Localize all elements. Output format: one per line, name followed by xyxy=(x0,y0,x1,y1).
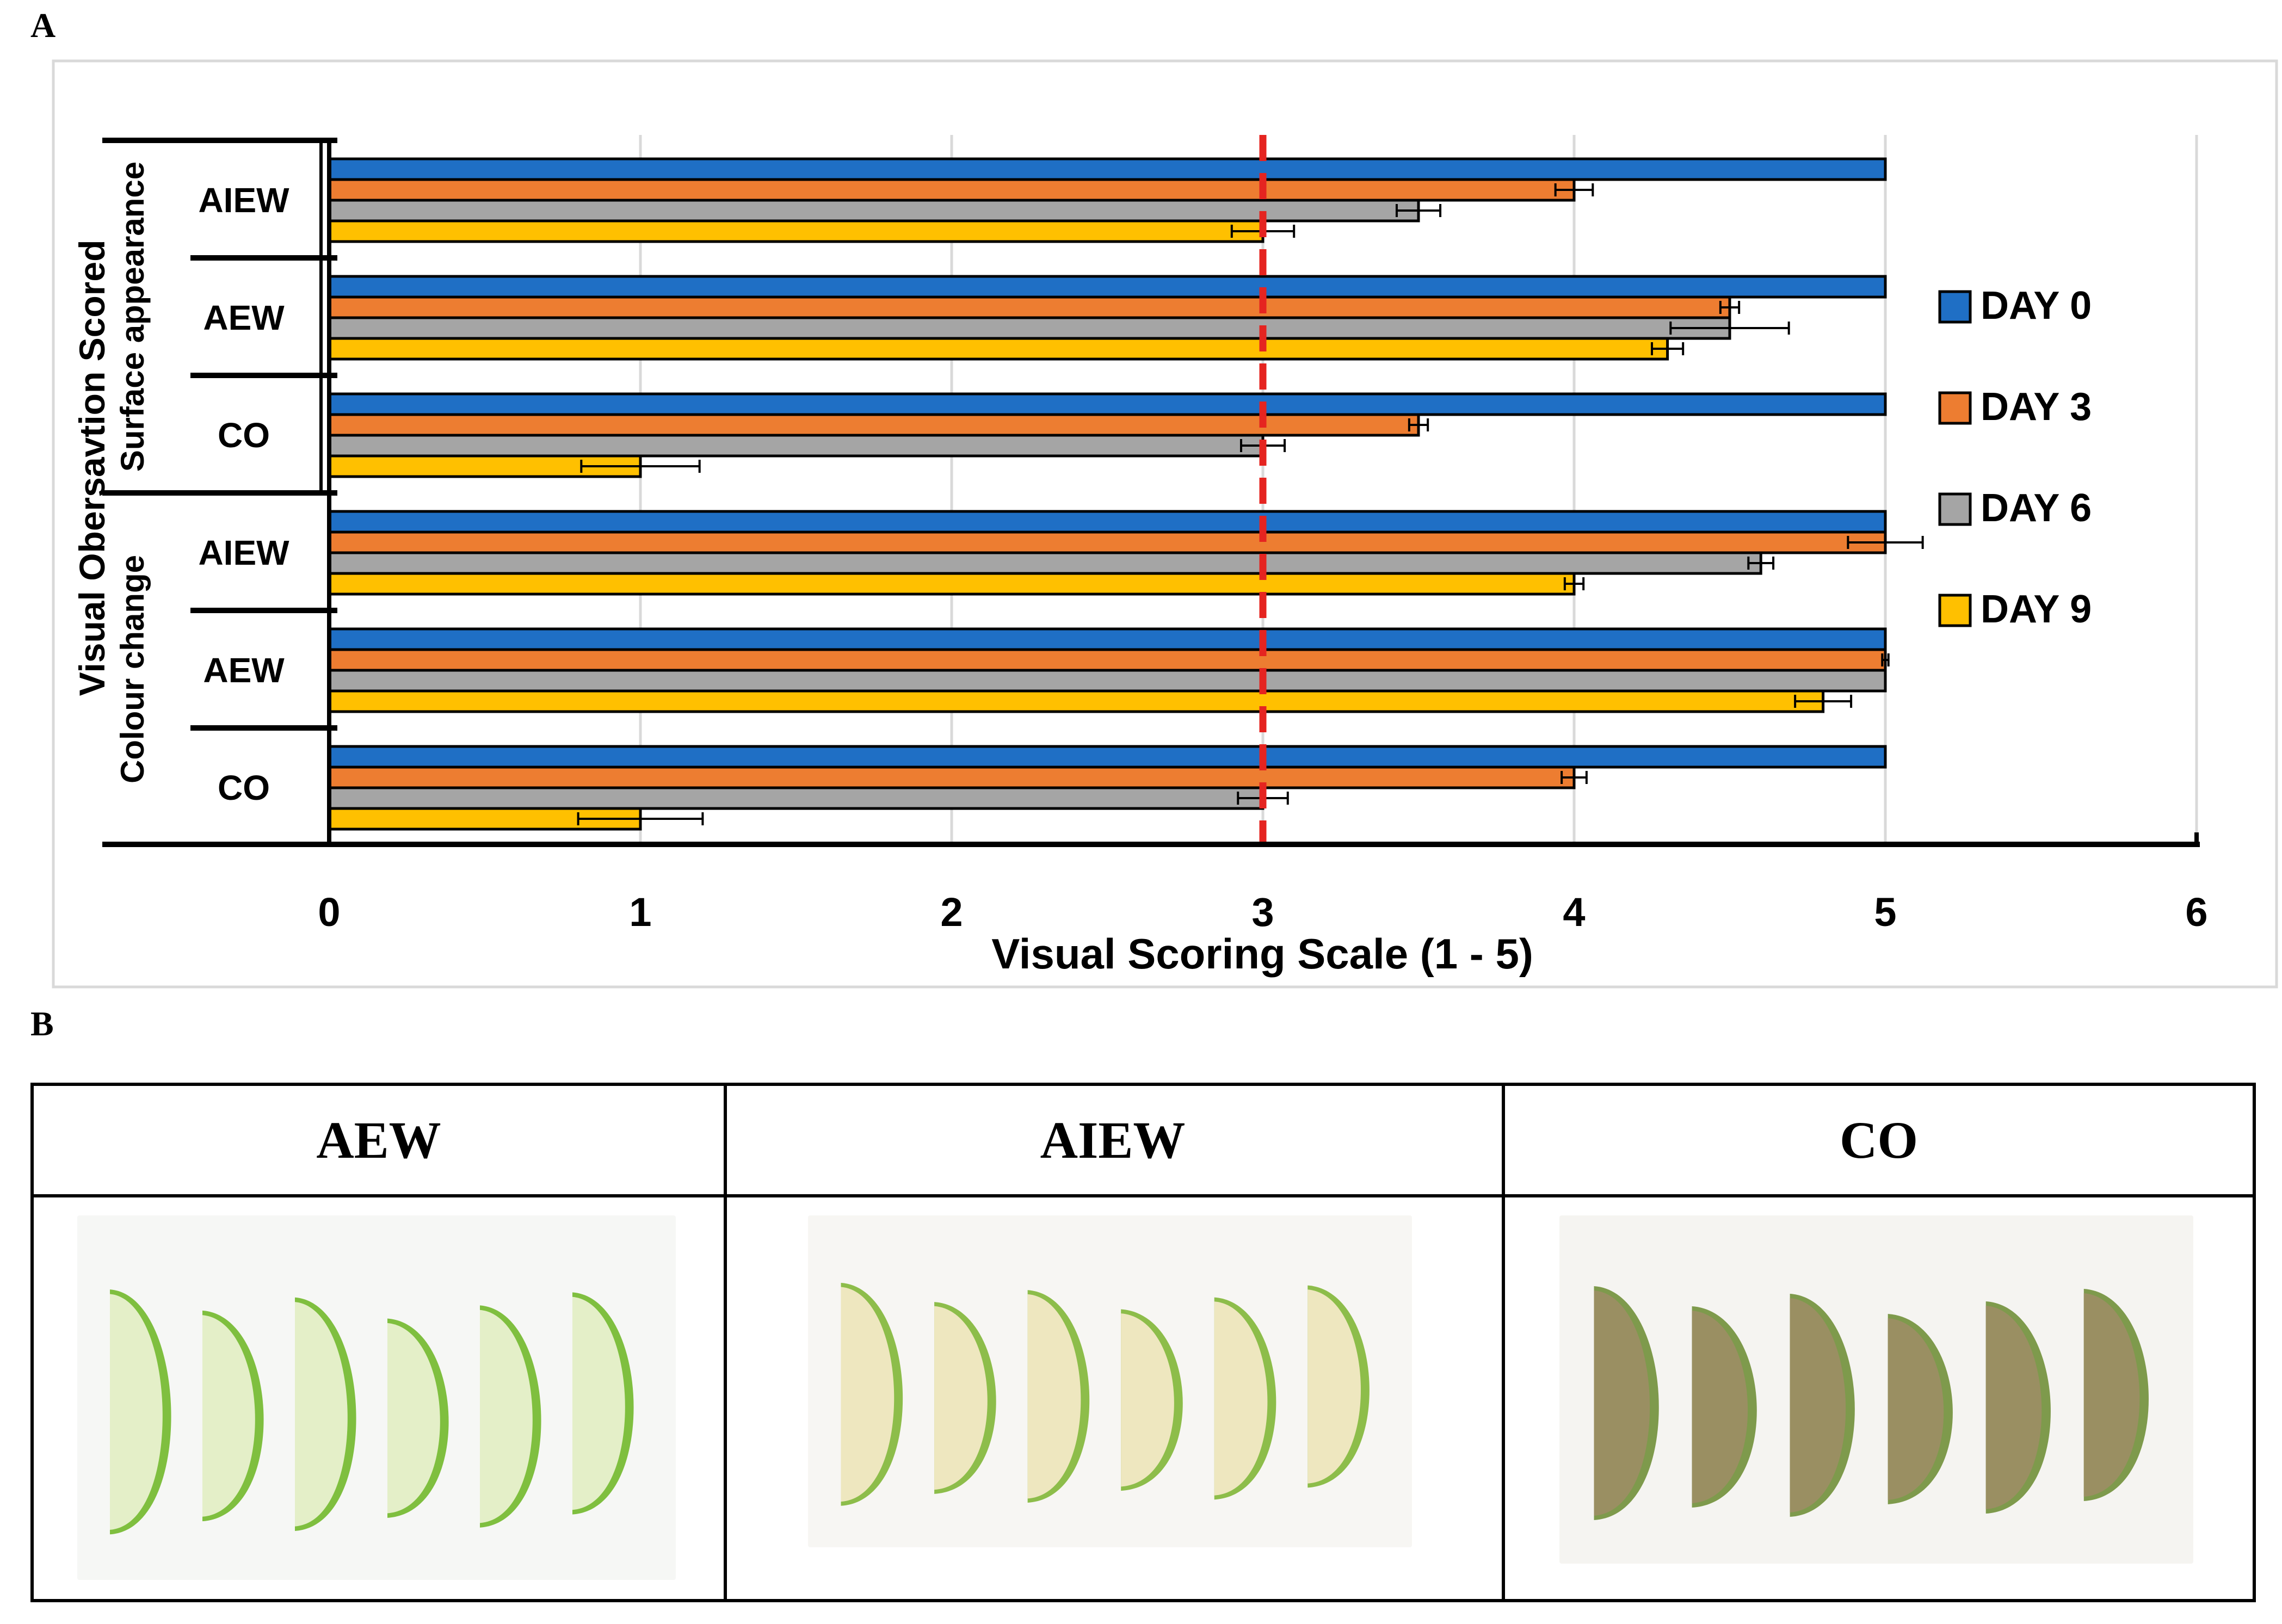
legend-label-day-0: DAY 0 xyxy=(1981,284,2092,328)
bar-day-0-aew xyxy=(328,627,1887,651)
bar-day-6-co xyxy=(328,434,1265,458)
bar-day-9-aew xyxy=(328,337,1669,361)
apple-slice-flesh xyxy=(1214,1301,1268,1496)
apple-slice-flesh xyxy=(202,1315,255,1517)
apple-slice-flesh xyxy=(1307,1289,1361,1484)
category-label: AIEW xyxy=(198,181,289,220)
x-tick-label: 1 xyxy=(629,890,651,935)
apple-slice-flesh xyxy=(2083,1293,2140,1497)
bar-day-6-aiew xyxy=(328,551,1762,575)
bar-day-6-aew xyxy=(328,669,1887,693)
legend-swatch-day-3 xyxy=(1938,391,1972,425)
bar-day-0-co xyxy=(328,745,1887,769)
category-label: AIEW xyxy=(198,533,289,572)
table-column-co: CO xyxy=(1505,1086,2253,1599)
bar-day-3-aiew xyxy=(328,530,1887,554)
apple-slices-illustration xyxy=(77,1215,676,1580)
bar-day-0-aiew xyxy=(328,157,1887,181)
bar-day-6-aew xyxy=(328,316,1731,340)
bar-day-9-aew xyxy=(328,689,1825,713)
apple-slice-flesh xyxy=(1985,1306,2042,1509)
apple-photo-co xyxy=(1559,1215,2193,1564)
legend-label-day-3: DAY 3 xyxy=(1981,385,2092,429)
table-header-co: CO xyxy=(1505,1086,2253,1197)
apple-slice-flesh xyxy=(841,1287,895,1502)
legend-label-day-6: DAY 6 xyxy=(1981,486,2092,530)
table-header-aew: AEW xyxy=(34,1086,724,1197)
apple-slice-flesh xyxy=(1027,1294,1081,1499)
x-tick-label: 4 xyxy=(1563,890,1585,935)
apple-slices-illustration xyxy=(808,1215,1412,1547)
bar-day-3-co xyxy=(328,413,1420,437)
bar-day-6-co xyxy=(328,786,1265,810)
apple-slice-flesh xyxy=(1121,1313,1174,1487)
apple-slice-flesh xyxy=(1888,1318,1944,1500)
category-label: AEW xyxy=(203,651,285,690)
category-labels: AIEW AEW CO AIEW AEW CO Visual Obersavtion Sco… xyxy=(72,138,337,807)
apple-slice-flesh xyxy=(295,1302,348,1527)
x-axis-title: Visual Scoring Scale (1 - 5) xyxy=(991,930,1533,978)
group-label-surface-appearance: Surface appearance xyxy=(114,162,151,472)
bar-day-3-aew xyxy=(328,295,1731,319)
apple-slice-flesh xyxy=(572,1296,625,1510)
table-column-aew: AEW xyxy=(34,1086,727,1599)
bar-day-0-aiew xyxy=(328,510,1887,534)
apple-slice-flesh xyxy=(480,1310,533,1523)
table-column-aiew: AIEW xyxy=(724,1086,1505,1599)
panel-b-label: B xyxy=(30,1004,54,1043)
bar-day-9-aiew xyxy=(328,219,1265,243)
apple-slice-flesh xyxy=(110,1294,163,1530)
x-tick-label: 0 xyxy=(318,890,340,935)
x-tick-label: 3 xyxy=(1251,890,1274,935)
apple-photo-aew xyxy=(77,1215,676,1580)
legend-swatch-day-9 xyxy=(1938,594,1972,627)
photo-table: AEW AIEW CO xyxy=(30,1083,2256,1602)
category-label: AEW xyxy=(203,298,285,337)
apple-photo-aiew xyxy=(808,1215,1412,1547)
bar-day-3-co xyxy=(328,765,1576,789)
bar-day-6-aiew xyxy=(328,199,1420,223)
x-tick-label: 2 xyxy=(940,890,963,935)
apple-slice-flesh xyxy=(387,1323,440,1514)
panel-a-label: A xyxy=(30,6,56,45)
legend-swatch-day-0 xyxy=(1938,290,1972,324)
legend-label-day-9: DAY 9 xyxy=(1981,588,2092,631)
bar-day-9-aiew xyxy=(328,572,1576,596)
apple-slice-flesh xyxy=(1594,1290,1650,1516)
apple-slice-flesh xyxy=(934,1306,988,1490)
legend: DAY 0 DAY 3 DAY 6 DAY 9 xyxy=(1938,284,2092,631)
category-label: CO xyxy=(218,768,270,807)
y-axis-title: Visual Obersavtion Scored xyxy=(72,240,112,696)
bar-day-3-aiew xyxy=(328,178,1576,202)
bar-day-0-aew xyxy=(328,275,1887,299)
legend-swatch-day-6 xyxy=(1938,492,1972,526)
bar-chart: 0 1 2 3 4 5 6 Visual Scoring Scale (1 - 5) AIEW… xyxy=(52,59,2278,989)
x-tick-label: 6 xyxy=(2185,890,2207,935)
bar-day-3-aew xyxy=(328,648,1887,672)
group-label-colour-change: Colour change xyxy=(114,555,151,783)
apple-slices-illustration xyxy=(1559,1215,2193,1564)
category-label: CO xyxy=(218,416,270,455)
apple-slice-flesh xyxy=(1790,1298,1846,1512)
x-tick-label: 5 xyxy=(1874,890,1896,935)
apple-slice-flesh xyxy=(1692,1311,1748,1503)
table-header-aiew: AIEW xyxy=(724,1086,1502,1197)
bar-day-0-co xyxy=(328,392,1887,416)
